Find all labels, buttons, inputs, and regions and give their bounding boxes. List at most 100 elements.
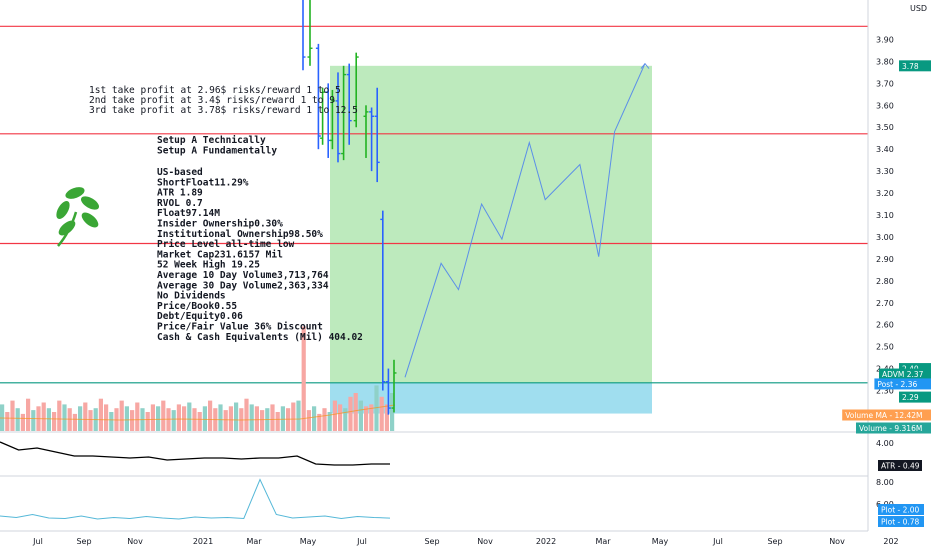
time-tick: Nov [829,537,845,546]
leaf [80,196,100,210]
volume-bar [208,400,213,431]
volume-bars [0,326,396,431]
volume-bar [109,412,114,431]
price-tick: 2.50 [876,343,894,352]
projection-line [404,63,646,378]
take-profit-note-1: 1st take profit at 2.96$ risks/reward 1 … [89,85,341,96]
price-tick: 2.30 [876,387,894,396]
rvol-tick: 8.00 [876,478,894,487]
volume-bar [15,408,20,431]
volume-bar [275,412,280,431]
fundamental-line: No Dividends [157,291,226,302]
price-tick: 3.30 [876,167,894,176]
time-tick: May [652,537,669,546]
volume-bar [171,410,176,431]
volume-bar [104,404,109,431]
volume-bar [379,396,384,431]
volume-bar [62,404,67,431]
time-tick: 202 [883,537,898,546]
time-tick: 2022 [536,537,556,546]
volume-bar [244,398,249,431]
volume-bar [187,402,192,431]
volume-bar [317,413,322,431]
fundamental-line: Float97.14M [157,208,220,219]
volume-bar [301,326,306,431]
price-badge [899,60,931,72]
volume-bar [218,404,223,431]
candles [302,0,397,415]
volume-bar [270,404,275,431]
atr-badge [878,460,922,471]
price-axis[interactable]: USD 3.90 3.80 3.70 3.60 3.50 3.40 3.30 3.20 3.10 3… [867,0,932,550]
currency-label: USD [910,4,927,13]
volume-bar [135,402,140,431]
volume-bar [332,400,337,431]
price-tick: 2.90 [876,255,894,264]
position-tool[interactable] [330,65,652,414]
volume-bar [312,406,317,431]
fundamental-line: Cash & Cash Equivalents (Mil) 404.02 [157,332,363,343]
horizontal-levels[interactable] [0,25,868,384]
projection-path[interactable] [404,62,650,378]
fundamental-line: Average 10 Day Volume3,713,764 [157,270,329,281]
volume-bar [249,404,254,431]
rvol-badge-label: Plot - 0.78 [881,518,920,527]
fundamental-line: Price/Book0.55 [157,301,237,312]
volume-bar [5,412,10,431]
volume-bar [306,410,311,431]
leaf [58,220,76,236]
volume-bar [52,412,57,431]
price-badge-label: Post - 2.36 [877,380,917,389]
volume-bar [46,408,51,431]
time-tick: Mar [595,537,611,546]
fundamental-line: RVOL 0.7 [157,198,203,209]
price-tick: 3.60 [876,101,894,110]
volume-bar [296,400,301,431]
time-tick: Jul [356,537,367,546]
price-tick: 3.50 [876,123,894,132]
price-badge [899,391,931,403]
fundamental-line: 52 Week High 19.25 [157,260,260,271]
time-tick: Sep [767,537,782,546]
price-tick: 3.70 [876,79,894,88]
price-badge [874,378,931,390]
price-tick: 2.60 [876,321,894,330]
rvol-badge [878,516,924,527]
price-badge [879,368,931,380]
setup-label-1: Setup A Technically [157,135,266,146]
time-tick: Sep [76,537,91,546]
price-badge-label: Volume - 9.316M [859,424,922,433]
atr-badge-label: ATR - 0.49 [881,462,920,471]
price-tick: 2.70 [876,299,894,308]
volume-bar [10,400,15,431]
indicator-panes [0,431,868,532]
annotations[interactable]: 1st take profit at 2.96$ risks/reward 1 … [89,85,363,343]
volume-bar [228,406,233,431]
time-axis[interactable]: Jul Sep Nov 2021 Mar May Jul Sep Nov 2022 Mar May Ju… [0,530,899,546]
volume-bar [390,393,395,431]
price-badge [842,409,931,421]
volume-bar [156,406,161,431]
fundamental-line: Price/Fair Value 36% Discount [157,322,323,333]
volume-bar [353,393,358,431]
volume-bar [57,400,62,431]
setup-label-2: Setup A Fundamentally [157,146,277,157]
volume-bar [348,396,353,431]
volume-bar [31,410,36,431]
volume-bar [83,402,88,431]
volume-bar [150,404,155,431]
time-tick: 2021 [193,537,213,546]
volume-ma-line [0,404,396,421]
fundamental-line: ATR 1.89 [157,188,203,199]
leaf [81,212,99,228]
price-badge-label: ADVM 2.37 [882,370,924,379]
time-tick: Mar [246,537,262,546]
volume-bar [20,413,25,431]
price-tick: 3.00 [876,233,894,242]
volume-bar [234,402,239,431]
fundamental-line: Average 30 Day Volume2,363,334 [157,280,329,291]
volume-bar [338,404,343,431]
profit-zone [330,65,652,383]
